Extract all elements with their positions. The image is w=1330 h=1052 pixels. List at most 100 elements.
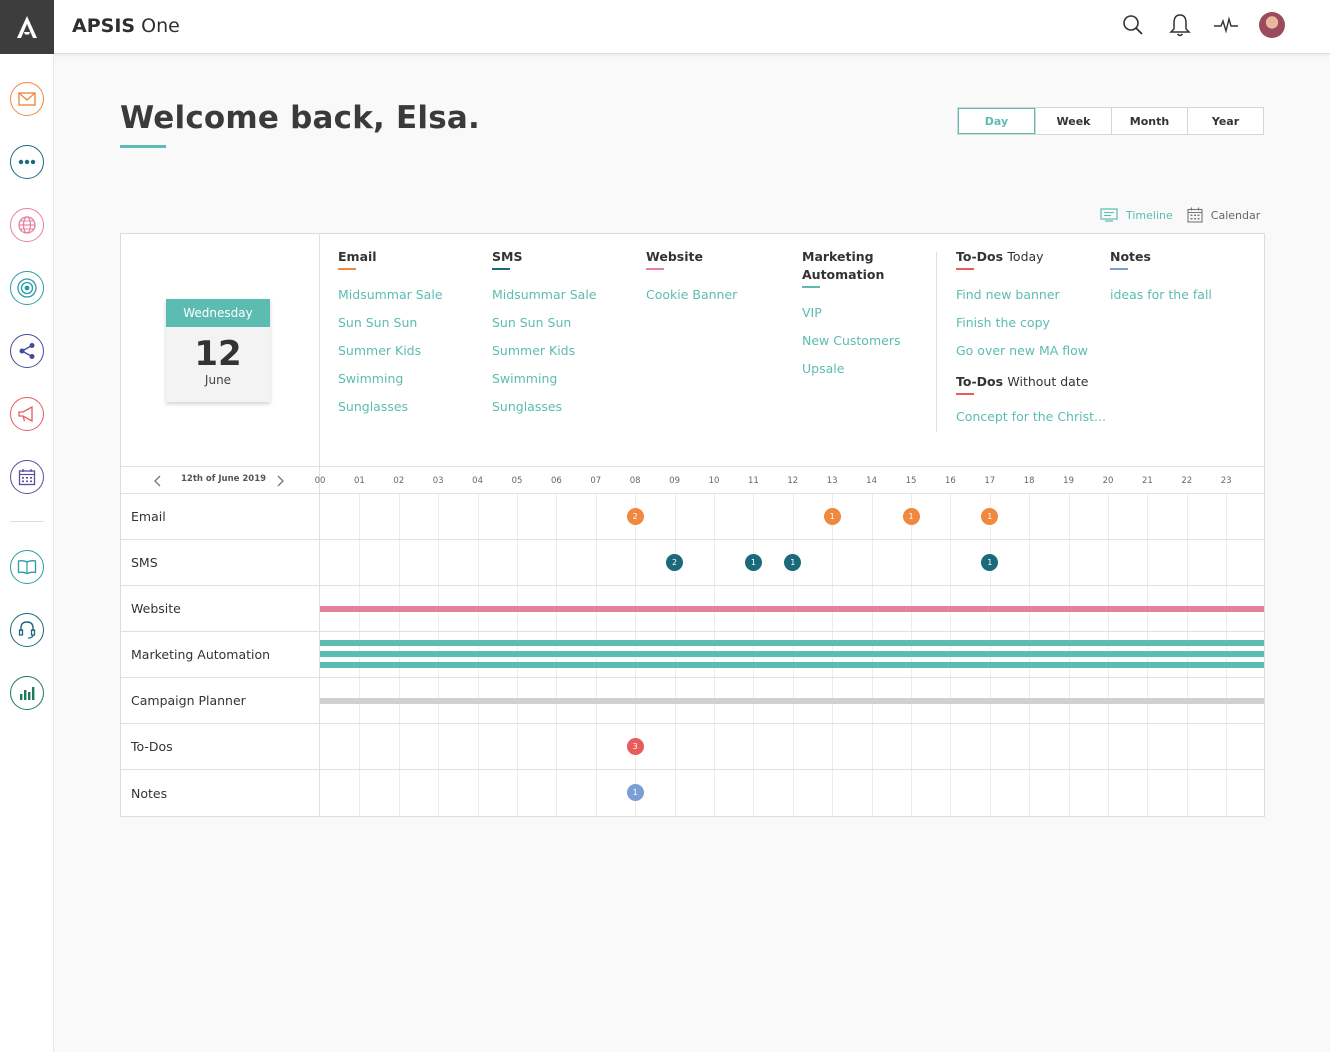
search-icon[interactable]: [1120, 12, 1146, 38]
calendar-view-button[interactable]: Calendar: [1187, 207, 1260, 223]
chart-icon[interactable]: [10, 676, 44, 710]
todos-event-dot[interactable]: 3: [626, 738, 644, 755]
grid-line: [1029, 540, 1031, 585]
email-item[interactable]: Swimming: [338, 371, 404, 386]
grid-line: [1068, 724, 1070, 769]
notes-column: Notes ideas for the fall: [1110, 248, 1212, 309]
email-item[interactable]: Sun Sun Sun: [338, 315, 418, 330]
hour-label: 00: [314, 476, 326, 486]
book-icon[interactable]: [10, 550, 44, 584]
email-event-dot[interactable]: 1: [902, 508, 920, 525]
grid-line: [359, 540, 361, 585]
grid-line: [989, 770, 991, 816]
hour-label: 06: [550, 476, 562, 486]
grid-line: [832, 724, 834, 769]
grid-line: [398, 494, 400, 539]
sidebar: [0, 54, 54, 1052]
period-year-button[interactable]: Year: [1187, 108, 1263, 134]
sms-item[interactable]: Midsummar Sale: [492, 287, 597, 302]
sms-event-dot[interactable]: 1: [744, 554, 762, 571]
grid-line: [714, 724, 715, 769]
more-icon[interactable]: [10, 145, 44, 179]
date-month: June: [204, 373, 232, 387]
hour-label: 11: [747, 476, 759, 486]
share-icon[interactable]: [10, 334, 44, 368]
website-column-underline: [646, 268, 664, 270]
email-column: Email Midsummar Sale Sun Sun Sun Summer …: [338, 248, 443, 421]
sms-event-dot[interactable]: 1: [784, 554, 802, 571]
sms-item[interactable]: Swimming: [492, 371, 558, 386]
row-label-notes: Notes: [121, 770, 320, 816]
ma-item[interactable]: VIP: [802, 305, 822, 320]
globe-icon[interactable]: [10, 208, 44, 242]
email-event-dot[interactable]: 1: [981, 508, 999, 525]
grid-line: [477, 724, 479, 769]
headset-icon[interactable]: [10, 613, 44, 647]
activity-icon[interactable]: [1213, 12, 1239, 38]
email-item[interactable]: Summer Kids: [338, 343, 422, 358]
website-item[interactable]: Cookie Banner: [646, 287, 738, 302]
hour-label: 17: [984, 476, 996, 486]
timeline-view-label: Timeline: [1126, 208, 1173, 222]
grid-line: [359, 494, 361, 539]
hour-label: 05: [511, 476, 523, 486]
ma-bar[interactable]: [320, 651, 1264, 657]
date-day: 12: [194, 334, 242, 374]
ma-item[interactable]: Upsale: [802, 361, 845, 376]
notes-event-dot[interactable]: 1: [626, 784, 644, 801]
chevron-left-icon[interactable]: [153, 475, 161, 487]
period-day-button[interactable]: Day: [958, 108, 1035, 134]
period-month-button[interactable]: Month: [1111, 108, 1187, 134]
todos-without-date-title: To-Dos Without date: [956, 373, 1106, 391]
bell-icon[interactable]: [1167, 12, 1193, 38]
note-item[interactable]: ideas for the fall: [1110, 287, 1212, 302]
chevron-right-icon[interactable]: [277, 475, 285, 487]
email-item[interactable]: Sunglasses: [338, 399, 409, 414]
row-label-todos: To-Dos: [121, 724, 320, 769]
ma-bar[interactable]: [320, 640, 1264, 646]
hour-label: 02: [393, 476, 405, 486]
email-event-dot[interactable]: 1: [823, 508, 841, 525]
sms-event-dot[interactable]: 1: [981, 554, 999, 571]
ma-item[interactable]: New Customers: [802, 333, 901, 348]
grid-line: [714, 540, 715, 585]
timeline-view-button[interactable]: Timeline: [1100, 208, 1173, 222]
timeline-row-sms: SMS 2 1 1 1: [121, 540, 1264, 586]
megaphone-icon[interactable]: [10, 397, 44, 431]
grid-line: [950, 494, 952, 539]
app-title: APSIS One: [72, 15, 180, 37]
website-bar[interactable]: [320, 606, 1264, 612]
sms-column: SMS Midsummar Sale Sun Sun Sun Summer Ki…: [492, 248, 597, 421]
ma-bar[interactable]: [320, 662, 1264, 668]
grid-line: [556, 770, 558, 816]
grid-line: [477, 770, 479, 816]
todo-without-date-item[interactable]: Concept for the Christ...: [956, 409, 1106, 424]
todos-today-title: To-Dos Today: [956, 248, 1106, 266]
grid-line: [792, 724, 794, 769]
hour-label: 01: [353, 476, 365, 486]
sms-item[interactable]: Sunglasses: [492, 399, 563, 414]
target-icon[interactable]: [10, 271, 44, 305]
grid-line: [398, 770, 400, 816]
grid-line: [871, 540, 873, 585]
email-icon[interactable]: [10, 82, 44, 116]
email-item[interactable]: Midsummar Sale: [338, 287, 443, 302]
calendar-icon[interactable]: [10, 460, 44, 494]
grid-line: [1108, 540, 1109, 585]
grid-line: [1147, 770, 1149, 816]
hour-label: 18: [1023, 476, 1035, 486]
avatar[interactable]: [1259, 12, 1285, 38]
grid-line: [832, 540, 834, 585]
sms-event-dot[interactable]: 2: [666, 554, 684, 571]
period-week-button[interactable]: Week: [1035, 108, 1111, 134]
todo-item[interactable]: Finish the copy: [956, 315, 1050, 330]
apsis-logo[interactable]: [0, 0, 54, 54]
grid-line: [438, 770, 440, 816]
sms-item[interactable]: Sun Sun Sun: [492, 315, 572, 330]
todo-item[interactable]: Find new banner: [956, 287, 1060, 302]
hour-label: 13: [826, 476, 838, 486]
todo-item[interactable]: Go over new MA flow: [956, 343, 1089, 358]
email-event-dot[interactable]: 2: [626, 508, 644, 525]
planner-bar[interactable]: [320, 698, 1264, 704]
sms-item[interactable]: Summer Kids: [492, 343, 576, 358]
